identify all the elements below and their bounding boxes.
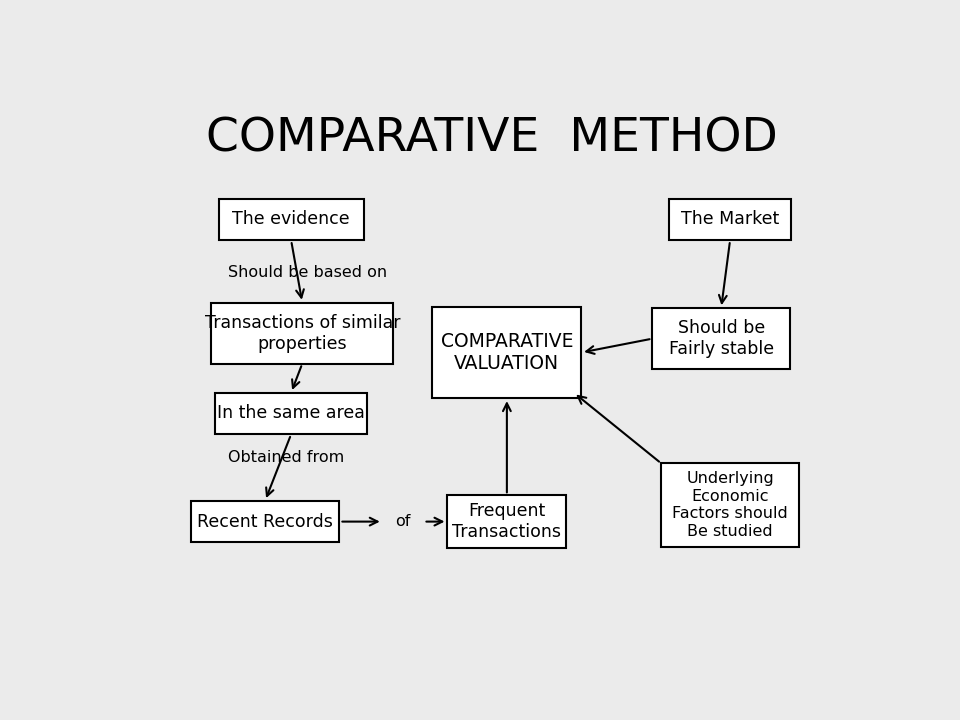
Text: Should be
Fairly stable: Should be Fairly stable xyxy=(668,319,774,358)
Text: The evidence: The evidence xyxy=(232,210,350,228)
FancyBboxPatch shape xyxy=(211,302,394,364)
Text: Should be based on: Should be based on xyxy=(228,265,387,279)
Text: Transactions of similar
properties: Transactions of similar properties xyxy=(204,314,400,353)
FancyBboxPatch shape xyxy=(447,495,566,548)
FancyBboxPatch shape xyxy=(432,307,582,398)
Text: of: of xyxy=(395,514,411,529)
Text: Recent Records: Recent Records xyxy=(197,513,333,531)
FancyBboxPatch shape xyxy=(191,501,340,542)
Text: Underlying
Economic
Factors should
Be studied: Underlying Economic Factors should Be st… xyxy=(672,472,788,539)
Text: In the same area: In the same area xyxy=(217,405,365,423)
Text: COMPARATIVE
VALUATION: COMPARATIVE VALUATION xyxy=(441,332,573,373)
FancyBboxPatch shape xyxy=(215,392,368,434)
FancyBboxPatch shape xyxy=(669,199,791,240)
FancyBboxPatch shape xyxy=(661,464,799,546)
FancyBboxPatch shape xyxy=(653,308,790,369)
Text: COMPARATIVE  METHOD: COMPARATIVE METHOD xyxy=(206,117,778,161)
Text: The Market: The Market xyxy=(681,210,780,228)
Text: Obtained from: Obtained from xyxy=(228,450,344,465)
FancyBboxPatch shape xyxy=(219,199,364,240)
Text: Frequent
Transactions: Frequent Transactions xyxy=(452,503,562,541)
